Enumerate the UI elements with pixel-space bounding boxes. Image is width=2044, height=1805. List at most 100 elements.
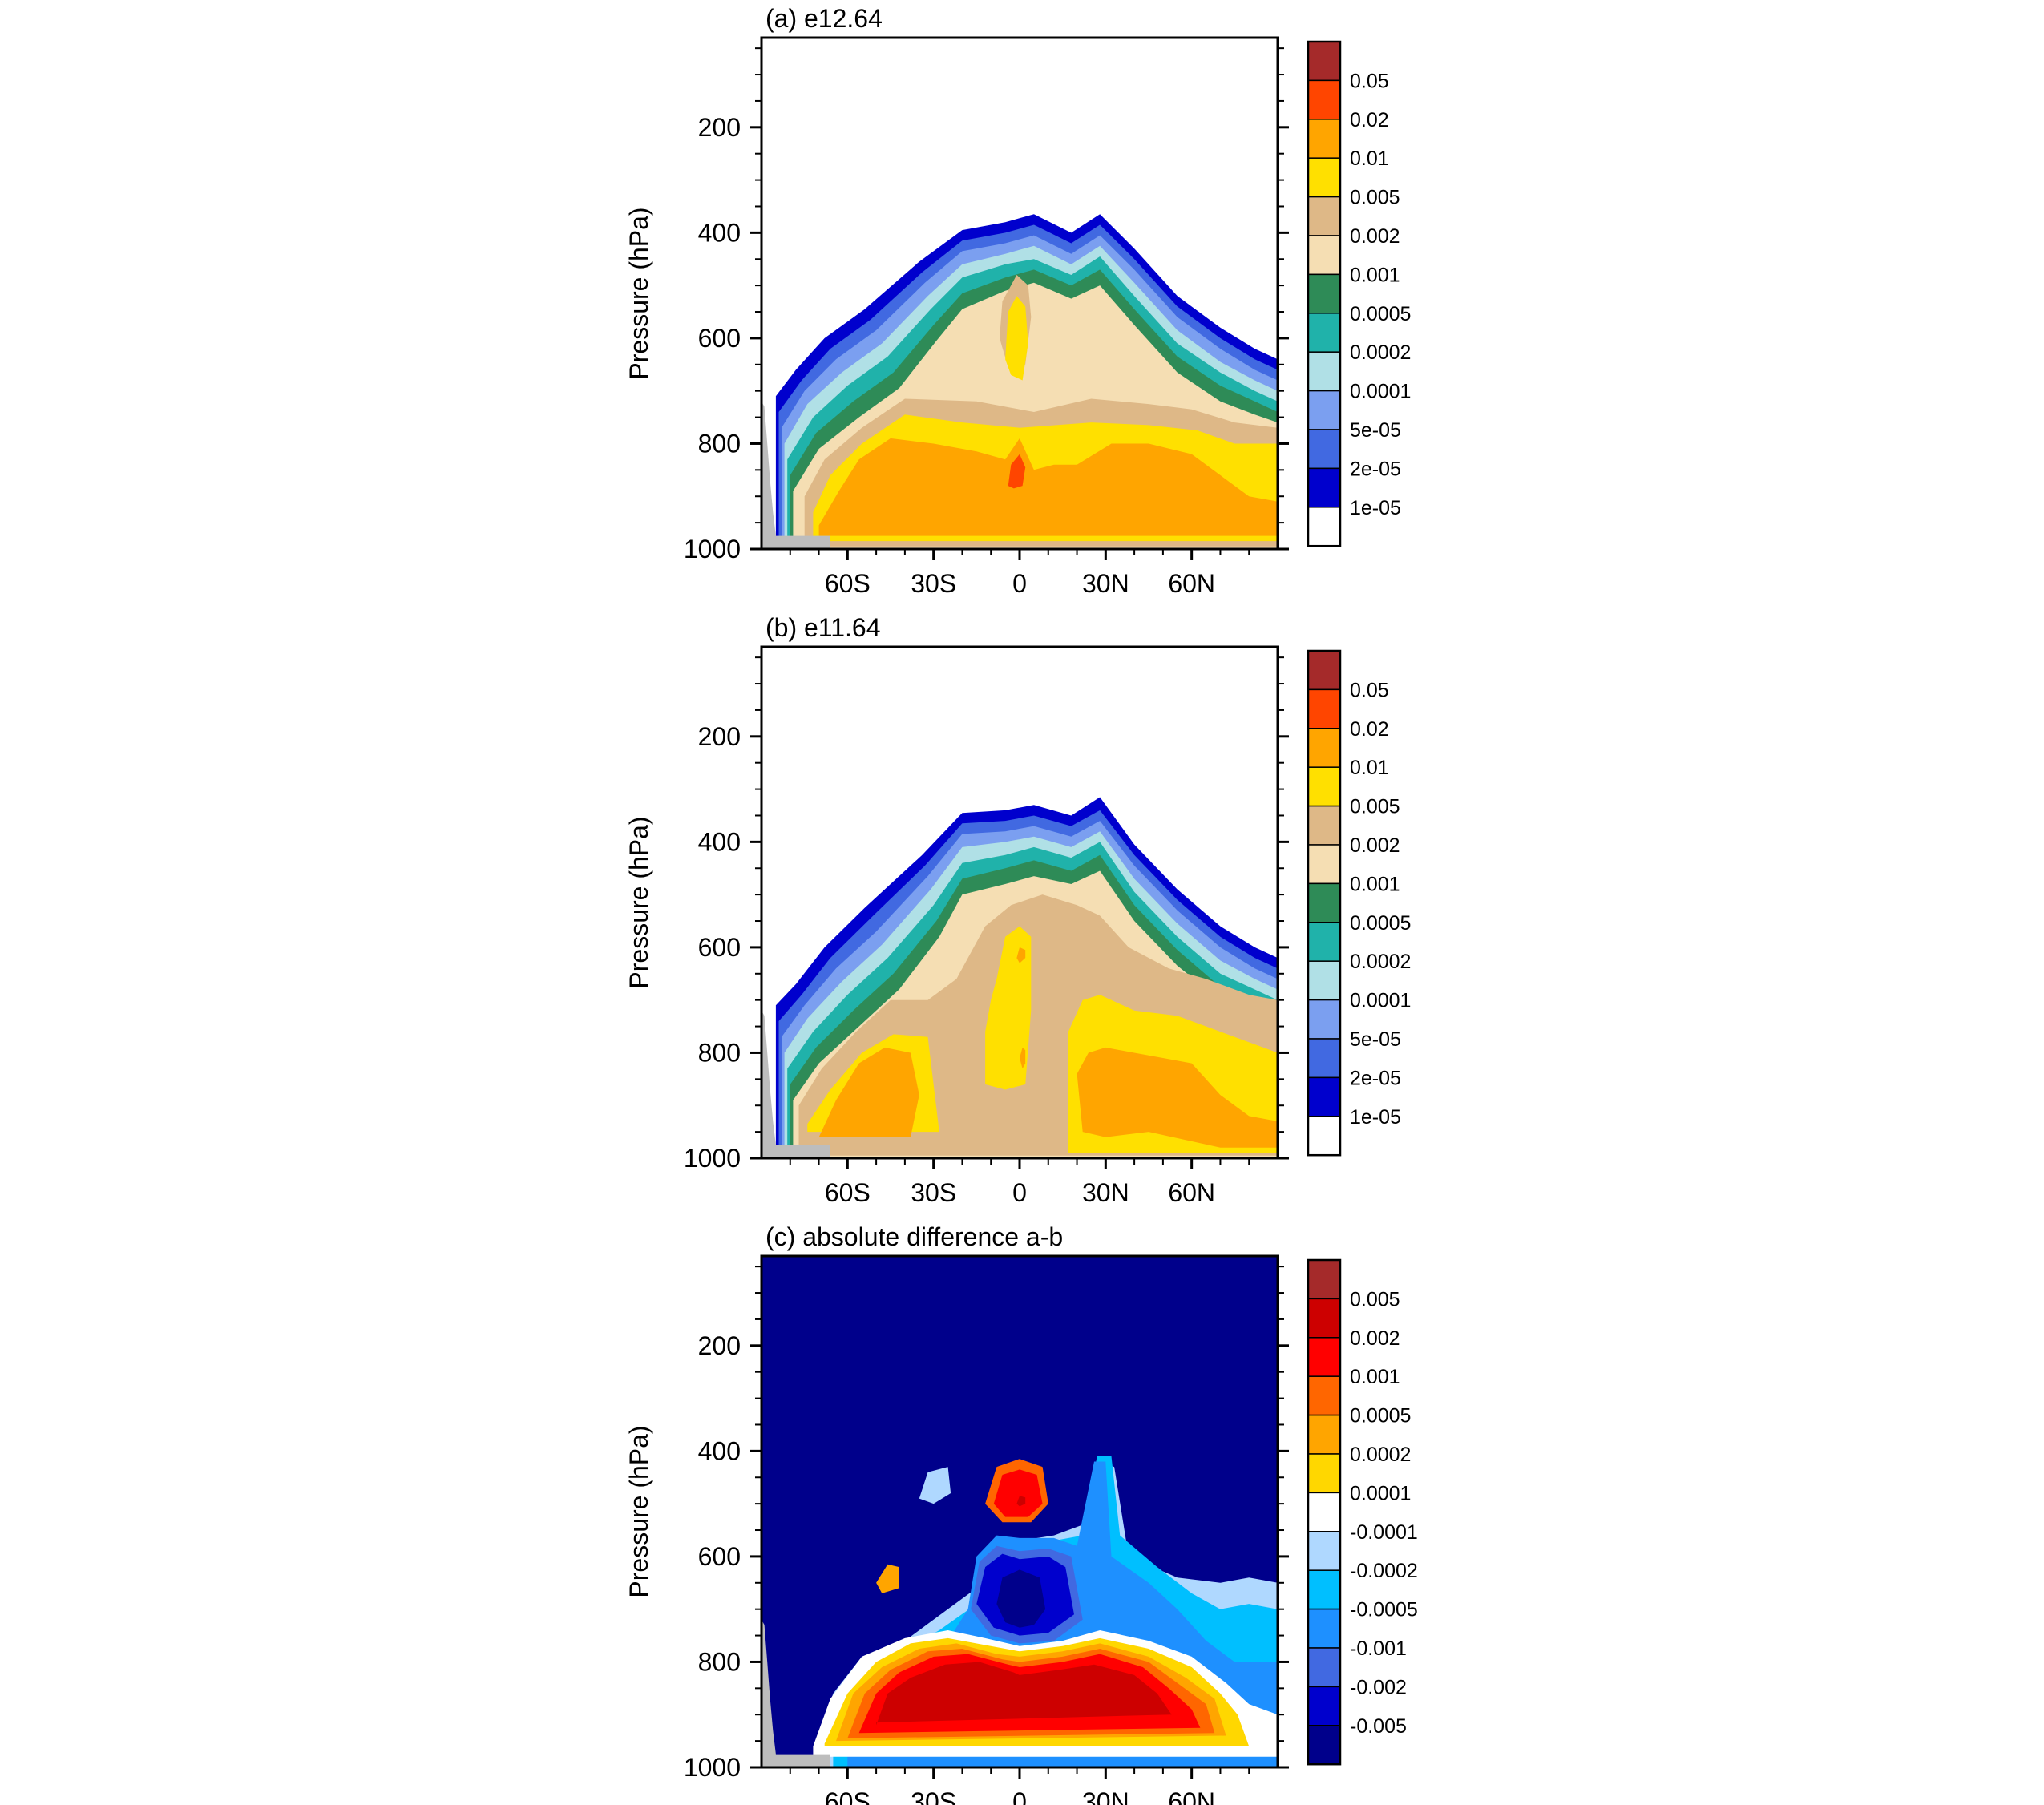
colorbar-swatch	[1307, 119, 1341, 159]
y-tick-label: 600	[698, 324, 741, 353]
colorbar-swatch	[1307, 766, 1341, 807]
colorbar-label: 2e-05	[1350, 458, 1401, 480]
colorbar-label: 0.0002	[1350, 341, 1411, 364]
colorbar-label: 0.0001	[1350, 381, 1411, 403]
contour-region-0.002	[993, 1469, 1043, 1517]
topography-mask	[761, 1010, 830, 1158]
x-tick-label: 30N	[1082, 1178, 1129, 1207]
contour-region-0.0005	[876, 1564, 899, 1593]
panel-b-topography	[761, 1010, 830, 1158]
colorbar-swatch	[1307, 1076, 1341, 1117]
panel-c-axes: 200 400 600 800 1000 60S 30S 0 30N 60N	[684, 1266, 1289, 1805]
contour-region-0.05	[1008, 454, 1026, 489]
x-tick-label: 60S	[825, 569, 871, 598]
x-tick-label: 60S	[825, 1787, 871, 1805]
colorbar-swatch	[1307, 157, 1341, 198]
colorbar-label: 0.0001	[1350, 1482, 1411, 1504]
colorbar-swatch	[1307, 273, 1341, 314]
y-tick-label: 800	[698, 1038, 741, 1067]
colorbar-label: -0.001	[1350, 1637, 1407, 1660]
colorbar-swatch	[1307, 1375, 1341, 1416]
colorbar-label: -0.0001	[1350, 1521, 1418, 1544]
colorbar-label: 0.001	[1350, 1366, 1400, 1388]
contour-region--0.0001	[919, 1467, 951, 1504]
colorbar-frame	[1307, 1258, 1342, 1766]
x-tick-label: 30S	[911, 569, 956, 598]
colorbar-label: 0.005	[1350, 1288, 1400, 1310]
colorbar-label: -0.0005	[1350, 1599, 1418, 1621]
colorbar-label: 0.0002	[1350, 951, 1411, 973]
colorbar-label: 0.0001	[1350, 990, 1411, 1012]
panel-a-y-axis-label: Pressure (hPa)	[624, 207, 653, 379]
colorbar-swatch	[1307, 1569, 1341, 1610]
colorbar-swatch	[1307, 650, 1341, 691]
panel-b: (b) e11.64 Pressure (hPa) 200 400 600 800 10…	[624, 613, 1411, 1207]
colorbar-swatch	[1307, 1647, 1341, 1688]
colorbar-swatch	[1307, 467, 1341, 508]
colorbar-swatch	[1307, 351, 1341, 392]
colorbar-label: 0.0005	[1350, 912, 1411, 935]
y-tick-label: 600	[698, 933, 741, 962]
colorbar-swatch	[1307, 507, 1341, 547]
x-tick-label: 60N	[1168, 1787, 1215, 1805]
y-tick-label: 200	[698, 722, 741, 751]
colorbar-label: -0.005	[1350, 1715, 1407, 1738]
colorbar-frame	[1307, 40, 1342, 547]
panel-b-axes: 200 400 600 800 1000 60S 30S 0 30N 60N	[684, 656, 1289, 1207]
y-tick-label: 200	[698, 113, 741, 142]
topography-mask	[761, 401, 830, 549]
panel-c-contours	[761, 1256, 1278, 1767]
colorbar-swatch	[1307, 999, 1341, 1040]
panel-c-colorbar: 0.005 0.002 0.001 0.0005 0.0002 0.0001 -0.0001…	[1307, 1258, 1418, 1766]
colorbar-label: -0.002	[1350, 1676, 1407, 1698]
y-tick-label: 1000	[684, 1144, 741, 1173]
colorbar-label: 1e-05	[1350, 1106, 1401, 1129]
x-tick-label: 30S	[911, 1178, 956, 1207]
panel-b-title: (b) e11.64	[765, 613, 881, 642]
topography-mask	[761, 1619, 830, 1767]
panel-a-contours	[761, 38, 1278, 549]
panel-a-title: (a) e12.64	[765, 4, 883, 33]
panel-b-y-axis-label: Pressure (hPa)	[624, 816, 653, 988]
colorbar-label: 2e-05	[1350, 1067, 1401, 1089]
colorbar-swatch	[1307, 882, 1341, 923]
colorbar-label: 0.005	[1350, 796, 1400, 818]
panel-a-topography	[761, 401, 830, 549]
colorbar-swatch	[1307, 688, 1341, 729]
colorbar-swatch	[1307, 1725, 1341, 1765]
contour-region--0.005	[996, 1569, 1046, 1628]
colorbar-label: 0.002	[1350, 1327, 1400, 1350]
colorbar-label: 5e-05	[1350, 419, 1401, 442]
contour-region-0.02	[1077, 1047, 1278, 1148]
y-tick-label: 1000	[684, 535, 741, 563]
colorbar-label: 1e-05	[1350, 497, 1401, 519]
colorbar-label: 0.02	[1350, 718, 1389, 741]
colorbar-label: 0.01	[1350, 147, 1389, 170]
panel-c-y-axis-label: Pressure (hPa)	[624, 1425, 653, 1597]
x-tick-label: 30N	[1082, 1787, 1129, 1805]
colorbar-swatch	[1307, 235, 1341, 276]
colorbar-label: 0.02	[1350, 109, 1389, 131]
colorbar-swatch	[1307, 313, 1341, 353]
colorbar-swatch	[1307, 1686, 1341, 1726]
colorbar-label: 0.001	[1350, 264, 1400, 286]
colorbar-swatch	[1307, 805, 1341, 846]
colorbar-swatch	[1307, 1298, 1341, 1339]
colorbar-label: 0.005	[1350, 187, 1400, 209]
colorbar-label: 0.05	[1350, 679, 1389, 701]
colorbar-swatch	[1307, 1259, 1341, 1300]
colorbar-label: 0.002	[1350, 225, 1400, 248]
colorbar-swatch	[1307, 1337, 1341, 1377]
colorbar-label: 0.001	[1350, 873, 1400, 895]
contour-region-0.02	[818, 438, 1278, 536]
x-tick-label: 0	[1012, 1178, 1027, 1207]
y-tick-label: 400	[698, 218, 741, 247]
colorbar-swatch	[1307, 922, 1341, 962]
colorbar-label: -0.0002	[1350, 1560, 1418, 1582]
panel-c-topography	[761, 1619, 830, 1767]
panel-a: (a) e12.64 Pressure (hPa) 200 400 600 800 10…	[624, 4, 1411, 598]
colorbar-label: 0.0005	[1350, 303, 1411, 325]
contour-region-0.01	[985, 926, 1032, 1090]
x-tick-label: 60N	[1168, 1178, 1215, 1207]
panel-a-axes: 200 400 600 800 1000 60S 30S 0 30N 60N	[684, 47, 1289, 598]
